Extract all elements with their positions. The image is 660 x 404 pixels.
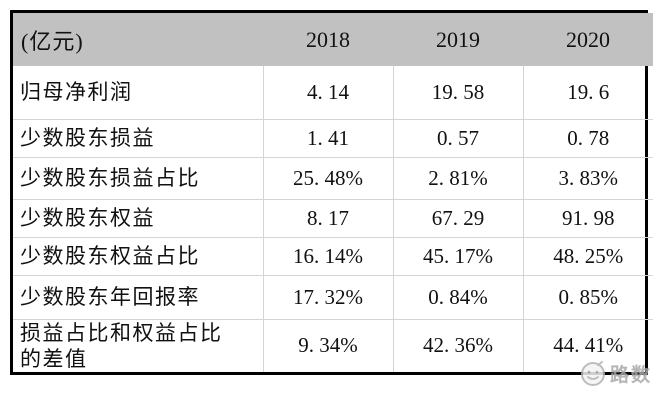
cell-value: 19. 6 <box>522 66 653 119</box>
cell-value: 17. 32% <box>262 274 393 319</box>
row-label: 少数股东权益 <box>13 198 263 237</box>
cell-value: 0. 78 <box>522 118 653 157</box>
unit-header-cell: (亿元) <box>13 13 263 66</box>
cell-value: 9. 34% <box>262 318 393 372</box>
row-label: 损益占比和权益占比 的差值 <box>13 318 263 372</box>
cell-value: 42. 36% <box>392 318 523 372</box>
cell-value: 1. 41 <box>262 118 393 157</box>
table-row: 少数股东权益占比 16. 14% 45. 17% 48. 25% <box>13 236 653 275</box>
cell-value: 3. 83% <box>522 156 653 199</box>
financial-table-container: (亿元) 2018 2019 2020 归母净利润 4. 14 19. 58 1… <box>10 10 653 375</box>
table-row: 归母净利润 4. 14 19. 58 19. 6 <box>13 66 653 119</box>
row-label: 少数股东损益 <box>13 118 263 157</box>
table-row: 损益占比和权益占比 的差值 9. 34% 42. 36% 44. 41% <box>13 318 653 372</box>
cell-value: 2. 81% <box>392 156 523 199</box>
cell-value: 19. 58 <box>392 66 523 119</box>
cell-value: 16. 14% <box>262 236 393 275</box>
row-label: 归母净利润 <box>20 80 133 105</box>
column-header-2019: 2019 <box>393 13 523 66</box>
cell-value: 0. 84% <box>392 274 523 319</box>
cell-value: 67. 29 <box>392 198 523 237</box>
cell-value: 45. 17% <box>392 236 523 275</box>
table-row: 少数股东损益 1. 41 0. 57 0. 78 <box>13 118 653 157</box>
cell-value: 91. 98 <box>522 198 653 237</box>
table-row: 少数股东权益 8. 17 67. 29 91. 98 <box>13 198 653 237</box>
table-row: 少数股东年回报率 17. 32% 0. 84% 0. 85% <box>13 274 653 319</box>
row-label: 少数股东损益占比 <box>13 156 263 199</box>
row-label: 少数股东年回报率 <box>13 274 263 319</box>
cell-value: 44. 41% <box>522 318 653 372</box>
cell-value: 48. 25% <box>522 236 653 275</box>
column-header-2020: 2020 <box>523 13 653 66</box>
cell-value: 25. 48% <box>262 156 393 199</box>
table-row: 少数股东损益占比 25. 48% 2. 81% 3. 83% <box>13 156 653 199</box>
cell-value: 0. 57 <box>392 118 523 157</box>
header-row: (亿元) 2018 2019 2020 <box>13 13 653 66</box>
column-header-2018: 2018 <box>263 13 393 66</box>
row-label: 少数股东权益占比 <box>13 236 263 275</box>
cell-value: 4. 14 <box>262 66 393 119</box>
cell-value: 8. 17 <box>262 198 393 237</box>
financial-table: (亿元) 2018 2019 2020 归母净利润 4. 14 19. 58 1… <box>13 13 653 372</box>
cell-value: 0. 85% <box>522 274 653 319</box>
